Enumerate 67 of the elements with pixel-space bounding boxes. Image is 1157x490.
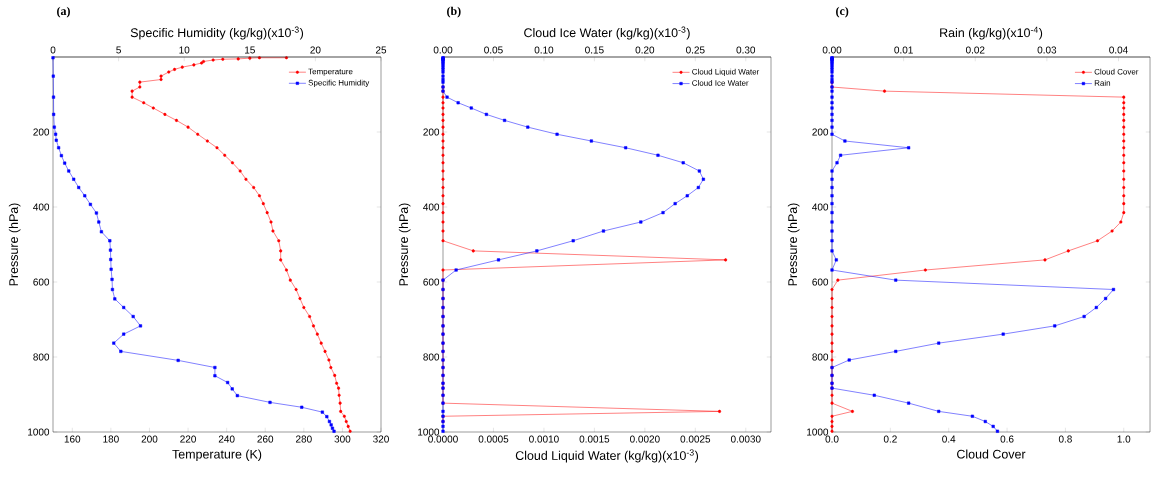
chart-title: (c) [836, 6, 849, 18]
x-tick-label: 320 [373, 435, 389, 443]
chart-title: (a) [57, 6, 70, 18]
x2-tick-label: 25 [375, 46, 387, 54]
x-tick-label: 0.4 [942, 435, 956, 443]
x-tick-label: 260 [257, 435, 274, 443]
x-tick-label: 0.0000 [428, 435, 458, 443]
x2-axis-title: Rain (kg/kg)(x10$^{-4}$) [940, 26, 1043, 40]
x2-tick-label: 0.00 [433, 46, 453, 54]
x-tick-label: 220 [180, 435, 196, 443]
y-tick-label: 800 [33, 353, 50, 361]
y-tick-label: 1000 [28, 428, 50, 436]
x2-axis-title: Specific Humidity (kg/kg)(x10$^{-3}$) [130, 26, 304, 40]
x2-tick-label: 0.25 [686, 46, 705, 54]
x2-tick-label: 20 [310, 46, 321, 54]
y-tick-label: 200 [423, 128, 440, 136]
y-tick-label: 400 [33, 203, 50, 211]
x-tick-label: 300 [334, 435, 351, 443]
x2-tick-label: 0 [50, 46, 56, 54]
x2-tick-label: 0.00 [822, 46, 842, 54]
x2-tick-label: 0.05 [484, 46, 503, 54]
x2-tick-label: 0.30 [736, 46, 756, 54]
x-axis-title: Cloud Liquid Water (kg/kg)(x10$^{-3}$) [515, 449, 699, 463]
x-tick-label: 1.0 [1117, 435, 1131, 443]
y-tick-label: 200 [33, 128, 50, 136]
y-tick-label: 400 [423, 203, 440, 211]
x2-tick-label: 10 [179, 46, 190, 54]
x-tick-label: 0.0010 [529, 435, 559, 443]
x-axis-title: Temperature (K) [172, 449, 262, 462]
x2-tick-label: 15 [245, 46, 255, 54]
x-tick-label: 0.0 [825, 435, 839, 443]
x-axis-title: Cloud Cover [957, 449, 1026, 459]
y-axis-title: Pressure (hPa) [8, 203, 21, 286]
x-tick-label: 0.0015 [579, 435, 610, 443]
x2-tick-label: 0.10 [534, 46, 554, 54]
y-axis-title: Pressure (hPa) [787, 203, 800, 286]
x-tick-label: 200 [141, 435, 158, 443]
y-tick-label: 600 [33, 278, 50, 286]
x-tick-label: 0.0020 [630, 435, 660, 443]
y-axis-title: Pressure (hPa) [398, 203, 411, 286]
x-tick-label: 0.6 [1000, 435, 1014, 443]
x-tick-label: 280 [296, 435, 312, 443]
x-tick-label: 0.0030 [730, 435, 761, 443]
x-tick-label: 0.2 [883, 435, 897, 443]
x2-tick-label: 0.02 [965, 46, 985, 54]
y-tick-label: 800 [812, 353, 829, 361]
x-tick-label: 180 [103, 435, 119, 443]
x2-tick-label: 0.15 [585, 46, 604, 54]
y-tick-label: 600 [812, 278, 829, 286]
x-tick-label: 0.0005 [478, 435, 509, 443]
x2-tick-label: 5 [116, 46, 121, 54]
y-tick-label: 600 [423, 278, 440, 286]
x2-tick-label: 0.03 [1037, 46, 1057, 54]
x-tick-label: 160 [64, 435, 81, 443]
y-tick-label: 400 [812, 203, 829, 211]
x2-axis-title: Cloud Ice Water (kg/kg)(x10$^{-3}$) [524, 26, 690, 40]
chart-title: (b) [447, 6, 461, 18]
y-tick-label: 800 [423, 353, 440, 361]
y-tick-label: 1000 [418, 428, 440, 436]
x2-tick-label: 0.04 [1109, 46, 1128, 54]
x-tick-label: 0.0025 [680, 435, 711, 443]
x-tick-label: 0.8 [1058, 435, 1072, 443]
y-tick-label: 1000 [807, 428, 829, 436]
x2-tick-label: 0.01 [894, 46, 913, 54]
y-tick-label: 200 [812, 128, 829, 136]
x2-tick-label: 0.20 [635, 46, 655, 54]
x-tick-label: 240 [218, 435, 235, 443]
